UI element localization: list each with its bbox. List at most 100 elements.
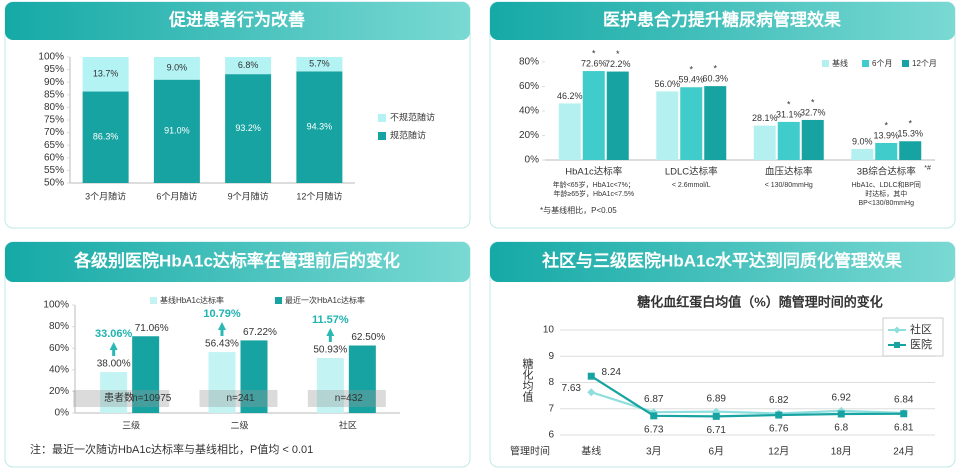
- x-tick-label: 3B综合达标率: [857, 166, 917, 178]
- bar: [899, 141, 922, 160]
- category-note: < 2.6mmol/L: [672, 182, 711, 189]
- data-label: 72.2%: [605, 59, 631, 69]
- legend-swatch: [862, 60, 869, 67]
- bar-segment: [225, 74, 272, 183]
- x-tick-label: 9个月随访: [228, 190, 269, 201]
- data-label: 93.2%: [235, 123, 261, 133]
- data-label: 38.00%: [97, 359, 131, 370]
- panel-title: 医护患合力提升糖尿病管理效果: [603, 9, 841, 29]
- bar: [656, 91, 679, 160]
- legend-swatch: [822, 60, 829, 67]
- bar-segment: [153, 57, 200, 80]
- y-axis-label: 糖化均值: [521, 357, 534, 403]
- sample-size: n=432: [335, 393, 364, 404]
- y-tick-label: 20%: [49, 386, 69, 397]
- significance-mark: *: [884, 120, 888, 130]
- increase-arrow: [109, 341, 118, 356]
- y-tick-label: 7: [548, 403, 554, 414]
- y-tick-label: 65%: [44, 140, 64, 151]
- data-label: 6.81: [894, 422, 914, 433]
- data-label: 6.8%: [238, 60, 259, 70]
- data-label: 56.0%: [654, 79, 680, 89]
- x-tick-label: 二级: [230, 419, 248, 430]
- significance-mark: *: [811, 97, 815, 107]
- x-tick-label: 3个月随访: [85, 190, 126, 201]
- increase-label: 33.06%: [95, 328, 133, 340]
- significance-mark: *: [616, 49, 620, 59]
- category-note: < 130/80mmHg: [765, 182, 813, 189]
- y-tick-label: 85%: [44, 89, 64, 100]
- category-note: 年龄≥65岁，HbA1c<7.5%: [553, 189, 634, 198]
- data-label: 9.0%: [852, 136, 873, 146]
- data-label: 28.1%: [752, 113, 778, 123]
- point: [587, 388, 596, 397]
- point: [775, 411, 783, 419]
- x-tick-label: 3月: [646, 446, 662, 458]
- bar: [801, 119, 824, 160]
- y-tick-label: 80%: [49, 321, 69, 332]
- y-tick-label: 80%: [519, 57, 539, 68]
- data-label: 71.06%: [135, 323, 169, 334]
- y-tick-label: 6: [548, 430, 554, 441]
- sample-size: n=10975: [132, 393, 172, 404]
- x-tick-label: 6个月随访: [156, 190, 197, 201]
- y-tick-label: 60%: [44, 152, 64, 163]
- data-label: 60.3%: [702, 74, 728, 84]
- data-label: 62.50%: [351, 332, 385, 343]
- bar-segment: [296, 57, 343, 72]
- x-tick-label: 血压达标率: [765, 166, 813, 178]
- sample-label: 患者数: [104, 391, 134, 404]
- data-label: 6.87: [644, 394, 664, 405]
- data-label: 59.4%: [678, 75, 704, 85]
- significance-mark: *: [713, 64, 717, 74]
- data-label: 13.9%: [873, 130, 899, 140]
- legend-marker: [893, 326, 901, 334]
- y-tick-label: 50%: [44, 178, 64, 189]
- x-axis-label: 管理时间: [510, 445, 550, 458]
- increase-label: 10.79%: [203, 308, 241, 320]
- y-tick-label: 40%: [49, 364, 69, 375]
- bar: [240, 340, 268, 413]
- panel-title: 各级别医院HbA1c达标率在管理前后的变化: [73, 250, 400, 270]
- legend-label: 基线: [832, 58, 848, 68]
- y-tick-label: 40%: [519, 106, 539, 117]
- bar: [100, 371, 128, 413]
- bar: [851, 148, 874, 160]
- x-tick-label: 12个月随访: [296, 190, 342, 201]
- y-tick-label: 95%: [44, 64, 64, 75]
- y-tick-label: 80%: [44, 102, 64, 113]
- x-tick-label: 12月: [768, 446, 789, 458]
- y-tick-label: 0%: [525, 155, 540, 166]
- data-label: 8.24: [602, 367, 622, 378]
- y-tick-label: 100%: [43, 300, 69, 311]
- data-label: 72.6%: [581, 58, 607, 68]
- y-tick-label: 60%: [519, 81, 539, 92]
- y-tick-label: 10: [543, 325, 555, 336]
- x-tick-label: 社区: [339, 419, 357, 430]
- data-label: 6.82: [769, 395, 789, 406]
- bar: [875, 142, 898, 160]
- legend-swatch: [378, 114, 386, 122]
- bar-segment: [153, 79, 200, 183]
- legend-box: [882, 317, 944, 357]
- x-tick-label: LDLC达标率: [665, 166, 718, 178]
- y-tick-label: 20%: [519, 130, 539, 141]
- category-note: 时达标，其中: [865, 189, 907, 198]
- bar: [704, 86, 727, 160]
- legend-swatch: [902, 60, 909, 67]
- data-label: 6.76: [769, 424, 789, 435]
- legend-label: 12个月: [912, 59, 937, 68]
- sample-box: [199, 390, 278, 407]
- data-label: 6.73: [644, 424, 664, 435]
- significance-mark: *: [908, 119, 912, 129]
- y-tick-label: 100%: [38, 52, 64, 63]
- significance-mark: *: [689, 65, 693, 75]
- footnote: *与基线相比，P<0.05: [540, 205, 617, 215]
- data-label: 7.63: [562, 383, 582, 394]
- x-tick-label: 三级: [122, 419, 140, 430]
- legend-label: 6个月: [872, 59, 892, 68]
- sample-box: [307, 390, 386, 407]
- chart-subtitle: 糖化血红蛋白均值（%）随管理时间的变化: [637, 294, 883, 309]
- y-tick-label: 8: [548, 377, 554, 388]
- point: [650, 412, 658, 420]
